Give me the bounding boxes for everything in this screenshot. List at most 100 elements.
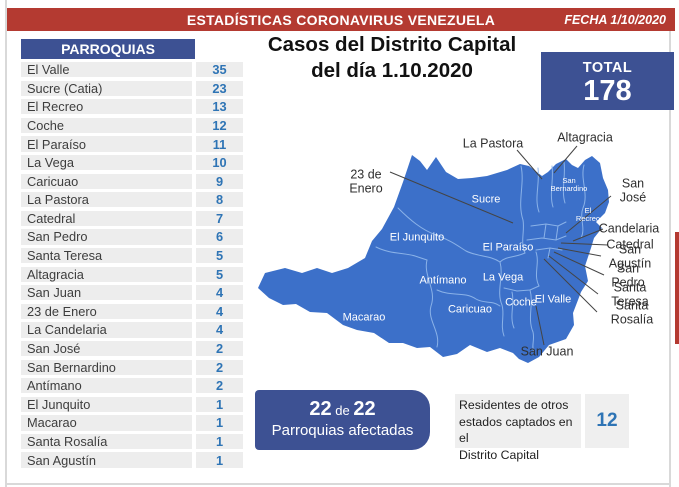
- callout-leader-lines: [389, 145, 612, 346]
- table-row: Antímano 2: [21, 378, 243, 394]
- frame-line-right: [669, 30, 671, 487]
- table-row: Sucre (Catia) 23: [21, 80, 243, 96]
- parish-name: Coche: [21, 117, 192, 134]
- parish-borders: [375, 161, 586, 353]
- parish-value: 4: [196, 285, 243, 301]
- parish-value: 2: [196, 340, 243, 357]
- table-row: San José 2: [21, 340, 243, 357]
- affected-parishes-box: 22 de 22 Parroquias afectadas: [255, 390, 430, 450]
- parish-name: La Pastora: [21, 192, 192, 208]
- red-edge-accent: [675, 232, 679, 344]
- parish-name: San Pedro: [21, 229, 192, 245]
- parish-name: Catedral: [21, 210, 192, 227]
- map-callout-label: Altagracia: [557, 130, 613, 145]
- parish-value: 2: [196, 359, 243, 375]
- table-row: La Pastora 8: [21, 192, 243, 208]
- parish-name: San Agustín: [21, 452, 192, 468]
- frame-line-left: [5, 0, 7, 487]
- parish-name: Santa Teresa: [21, 247, 192, 264]
- frame-line-bottom: [5, 483, 671, 485]
- parish-value: 7: [196, 210, 243, 227]
- parish-name: Macarao: [21, 415, 192, 431]
- parish-name: La Candelaria: [21, 322, 192, 338]
- residents-note: Residentes de otros estados captados en …: [455, 394, 581, 462]
- parish-name: San Bernardino: [21, 359, 192, 375]
- table-row: Santa Teresa 5: [21, 247, 243, 264]
- map-callout-label: San Juan: [520, 344, 574, 359]
- parish-value: 11: [196, 136, 243, 152]
- parish-value: 8: [196, 192, 243, 208]
- table-row: El Paraíso 11: [21, 136, 243, 152]
- map-callout-label: La Pastora: [462, 136, 524, 151]
- parish-value: 5: [196, 266, 243, 282]
- parish-value: 5: [196, 247, 243, 264]
- parish-name: Altagracia: [21, 266, 192, 282]
- map-callout-label: 23 de Enero: [349, 167, 383, 195]
- parish-value: 35: [196, 62, 243, 78]
- table-row: San Juan 4: [21, 285, 243, 301]
- table-row: El Valle 35: [21, 62, 243, 78]
- parish-name: Sucre (Catia): [21, 80, 192, 96]
- parish-value: 12: [196, 117, 243, 134]
- page-title-line1: Casos del Distrito Capital: [267, 33, 517, 56]
- table-row: El Recreo 13: [21, 99, 243, 115]
- parish-name: San Juan: [21, 285, 192, 301]
- map-callout-label: Candelaria: [598, 221, 660, 236]
- map-region-label: El Recreo: [575, 206, 601, 223]
- map-callout-label: Santa Rosalía: [610, 298, 654, 326]
- parish-name: La Vega: [21, 154, 192, 171]
- parish-value: 4: [196, 303, 243, 320]
- parish-value: 23: [196, 80, 243, 96]
- parish-name: Antímano: [21, 378, 192, 394]
- parish-value: 10: [196, 154, 243, 171]
- map-region-label: La Vega: [482, 271, 524, 284]
- table-row: Macarao 1: [21, 415, 243, 431]
- parish-value: 1: [196, 415, 243, 431]
- map-callout-label: San Agustín: [608, 242, 652, 270]
- parish-value: 13: [196, 99, 243, 115]
- parish-value: 1: [196, 452, 243, 468]
- map-callout-label: Santa Teresa: [611, 280, 649, 308]
- residents-value: 12: [585, 394, 629, 448]
- total-value: 178: [583, 75, 632, 107]
- table-row: San Bernardino 2: [21, 359, 243, 375]
- table-row: Caricuao 9: [21, 173, 243, 189]
- map-region-label: El Valle: [534, 293, 572, 306]
- top-header-bar: ESTADÍSTICAS CORONAVIRUS VENEZUELA FECHA…: [7, 8, 675, 31]
- table-row: Coche 12: [21, 117, 243, 134]
- affected-caption: Parroquias afectadas: [271, 422, 414, 439]
- parish-value: 1: [196, 396, 243, 412]
- map-region-label: El Paraíso: [482, 241, 534, 254]
- parish-name: El Paraíso: [21, 136, 192, 152]
- map-region-label: Caricuao: [447, 303, 493, 316]
- header-date: FECHA 1/10/2020: [564, 12, 666, 27]
- parish-name: Caricuao: [21, 173, 192, 189]
- affected-total: 22: [353, 398, 376, 420]
- table-row: San Pedro 6: [21, 229, 243, 245]
- map-region-label: Sucre: [471, 193, 501, 206]
- table-row: Santa Rosalía 1: [21, 433, 243, 450]
- parish-name: San José: [21, 340, 192, 357]
- total-label: TOTAL: [582, 60, 633, 76]
- parish-name: El Recreo: [21, 99, 192, 115]
- table-row: Altagracia 5: [21, 266, 243, 282]
- page-title: Casos del Distrito Capital del día 1.10.…: [242, 32, 542, 84]
- parish-value: 6: [196, 229, 243, 245]
- map-region-label: Coche: [505, 296, 537, 309]
- parish-name: 23 de Enero: [21, 303, 192, 320]
- table-row: San Agustín 1: [21, 452, 243, 468]
- table-row: El Junquito 1: [21, 396, 243, 412]
- parish-name: Santa Rosalía: [21, 433, 192, 450]
- parish-value: 2: [196, 378, 243, 394]
- parish-name: El Junquito: [21, 396, 192, 412]
- parish-table: El Valle 35 Sucre (Catia) 23 El Recreo 1…: [21, 62, 243, 468]
- affected-count: 22: [309, 398, 332, 420]
- table-row: 23 de Enero 4: [21, 303, 243, 320]
- map-region-label: Macarao: [342, 311, 386, 324]
- parish-value: 9: [196, 173, 243, 189]
- map-region-label: San Bernardino: [550, 176, 588, 193]
- map-region-label: Antímano: [419, 274, 467, 287]
